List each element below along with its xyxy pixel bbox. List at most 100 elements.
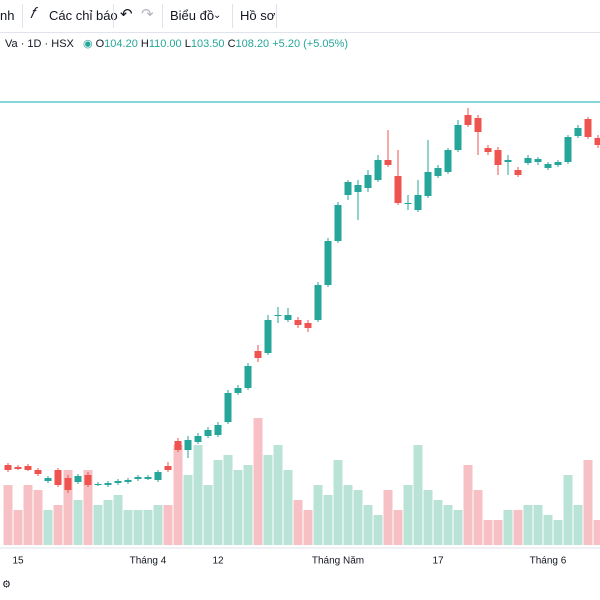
volume-bar xyxy=(203,485,213,545)
candle-body xyxy=(94,484,102,485)
toolbar: nh 𝑓 Các chỉ báo ↶ ↷ Biểu đồ ⌄ Hồ sơ xyxy=(0,0,600,33)
candle-body xyxy=(464,115,472,125)
candle-body xyxy=(244,366,252,388)
candle-body xyxy=(224,393,232,422)
volume-bar xyxy=(193,445,203,545)
ohlc-value: 108.20 xyxy=(235,38,270,50)
separator xyxy=(22,4,23,28)
volume-bar xyxy=(163,505,173,545)
candle-body xyxy=(554,162,562,165)
candle-body xyxy=(4,465,12,470)
candle-body xyxy=(504,160,512,162)
candle-body xyxy=(364,175,372,188)
candle-body xyxy=(344,182,352,195)
candle-body xyxy=(594,138,600,145)
candle-body xyxy=(474,118,482,132)
candle-body xyxy=(264,320,272,353)
volume-bar xyxy=(583,460,593,545)
volume-bar xyxy=(473,490,483,545)
candle-body xyxy=(64,478,72,490)
volume-bar xyxy=(533,505,543,545)
toolbar-item[interactable]: Hồ sơ xyxy=(240,8,276,23)
candle-body xyxy=(74,476,82,482)
legend: Va · 1D · HSX ◉ O104.20 H110.00 L103.50 … xyxy=(5,37,348,50)
volume-bar xyxy=(353,490,363,545)
x-tick-label: 15 xyxy=(12,556,24,567)
volume-bar xyxy=(563,475,573,545)
volume-bar xyxy=(43,510,53,545)
volume-bar xyxy=(93,505,103,545)
volume-bar xyxy=(223,455,233,545)
separator xyxy=(232,4,233,28)
candle-body xyxy=(304,323,312,328)
volume-bar xyxy=(343,485,353,545)
candle-body xyxy=(564,137,572,162)
undo-icon[interactable]: ↶ xyxy=(120,6,133,23)
candle-body xyxy=(434,168,442,176)
toolbar-item[interactable]: nh xyxy=(0,8,15,23)
ohlc-value: 103.50 xyxy=(190,38,225,50)
candle-body xyxy=(514,170,522,175)
volume-bar xyxy=(323,495,333,545)
candle-body xyxy=(104,483,112,485)
volume-bar xyxy=(33,490,43,545)
toolbar-item[interactable]: Biểu đồ xyxy=(170,8,215,23)
candle-body xyxy=(34,470,42,474)
volume-bar xyxy=(493,520,503,545)
dropdown-icon[interactable]: ⌄ xyxy=(213,10,222,21)
redo-icon[interactable]: ↷ xyxy=(141,6,154,23)
volume-bar xyxy=(503,510,513,545)
volume-bar xyxy=(133,510,143,545)
candle-body xyxy=(254,351,262,358)
candle-body xyxy=(144,477,152,479)
volume-bar xyxy=(593,520,600,545)
ohlc-value: 104.20 xyxy=(104,38,138,50)
candle-body xyxy=(164,466,172,470)
volume-bar xyxy=(143,510,153,545)
volume-bar xyxy=(553,520,563,545)
candle-body xyxy=(454,125,462,150)
candle-body xyxy=(54,470,62,485)
candle-body xyxy=(84,475,92,485)
volume-bar xyxy=(443,505,453,545)
volume-bar xyxy=(233,470,243,545)
candle-body xyxy=(584,119,592,137)
volume-bar xyxy=(463,465,473,545)
x-tick-label: 17 xyxy=(432,556,444,567)
volume-bar xyxy=(83,470,93,545)
candle-body xyxy=(424,172,432,196)
ohlc-key: L xyxy=(184,38,191,50)
volume-bar xyxy=(13,510,23,545)
volume-bar xyxy=(73,500,83,545)
candle-body xyxy=(324,241,332,285)
volume-bar xyxy=(53,505,63,545)
volume-bar xyxy=(313,485,323,545)
candle-body xyxy=(184,440,192,450)
volume-bar xyxy=(23,485,33,545)
volume-bar xyxy=(373,515,383,545)
volume-bar xyxy=(393,510,403,545)
candle-body xyxy=(374,160,382,180)
candle-body xyxy=(44,478,52,481)
volume-bar xyxy=(483,520,493,545)
candle-body xyxy=(204,430,212,436)
candle-body xyxy=(544,164,552,168)
separator xyxy=(113,4,114,28)
candle-body xyxy=(24,466,32,470)
x-tick-label: 12 xyxy=(212,556,224,567)
candle-body xyxy=(334,205,342,241)
volume-bar xyxy=(543,515,553,545)
ohlc-value: 110.00 xyxy=(148,38,182,50)
candle-body xyxy=(394,176,402,203)
ohlc-key: C xyxy=(227,38,236,50)
candle-body xyxy=(484,148,492,152)
indicator-icon[interactable]: 𝑓 xyxy=(30,5,35,22)
settings-icon[interactable]: ⚙ xyxy=(2,580,11,591)
candle-body xyxy=(354,185,362,192)
toolbar-item[interactable]: Các chỉ báo xyxy=(49,8,118,23)
volume-bar xyxy=(523,505,533,545)
volume-bar xyxy=(363,505,373,545)
candle-body xyxy=(404,203,412,204)
